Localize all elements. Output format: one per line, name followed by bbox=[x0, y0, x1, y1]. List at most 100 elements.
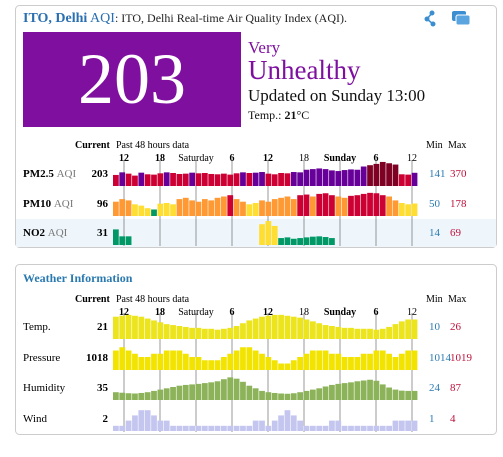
history-bar bbox=[405, 204, 412, 216]
history-bar bbox=[411, 319, 418, 339]
history-bar bbox=[379, 195, 386, 216]
history-bar bbox=[303, 237, 310, 245]
history-bar bbox=[201, 199, 208, 216]
history-bar bbox=[157, 353, 164, 370]
history-bar bbox=[227, 195, 234, 216]
history-bar bbox=[278, 173, 284, 186]
history-bar bbox=[208, 328, 215, 339]
history-bar bbox=[151, 415, 157, 431]
history-bar bbox=[398, 203, 405, 216]
history-bar bbox=[405, 390, 412, 400]
history-bar bbox=[284, 393, 291, 400]
history-bar bbox=[201, 425, 208, 431]
history-bar bbox=[348, 327, 354, 339]
history-bar bbox=[214, 174, 221, 186]
history-bar bbox=[398, 353, 405, 370]
history-bar bbox=[367, 192, 373, 216]
history-bar bbox=[329, 326, 335, 339]
history-bar bbox=[265, 315, 272, 339]
history-bar bbox=[182, 384, 189, 400]
history-bar bbox=[411, 420, 418, 431]
share-icon[interactable] bbox=[424, 10, 436, 27]
col-max: Max bbox=[448, 140, 466, 151]
history-bar bbox=[354, 195, 361, 216]
history-bar bbox=[284, 237, 291, 245]
history-bar bbox=[341, 357, 348, 370]
history-bar bbox=[335, 326, 342, 339]
history-bar bbox=[170, 173, 176, 186]
row-max: 1019 bbox=[450, 352, 473, 364]
row-label: Humidity bbox=[23, 382, 66, 394]
history-bar bbox=[297, 172, 304, 186]
history-bar bbox=[360, 193, 367, 216]
row-min: 50 bbox=[429, 198, 441, 210]
history-bar bbox=[316, 350, 323, 370]
history-bar bbox=[303, 319, 310, 339]
history-bar bbox=[398, 420, 405, 431]
history-bar bbox=[246, 320, 253, 339]
history-bar bbox=[386, 196, 392, 216]
history-bar bbox=[157, 389, 164, 400]
history-bar bbox=[259, 316, 265, 339]
history-bar bbox=[151, 209, 157, 216]
history-bar bbox=[221, 328, 227, 339]
history-bar bbox=[170, 325, 176, 339]
history-bar bbox=[265, 357, 272, 370]
history-bar bbox=[309, 169, 316, 186]
history-bar bbox=[221, 357, 227, 370]
history-bar bbox=[144, 208, 151, 216]
history-bar bbox=[335, 420, 342, 431]
history-bar bbox=[170, 350, 176, 370]
row-label: NO2 AQI bbox=[23, 227, 68, 239]
row-label: Wind bbox=[23, 413, 47, 425]
history-bar bbox=[303, 425, 310, 431]
history-bar bbox=[125, 393, 132, 400]
history-bar bbox=[329, 195, 335, 216]
history-bar bbox=[392, 200, 399, 216]
time-label: Saturday bbox=[178, 307, 214, 318]
row-name: Humidity bbox=[23, 382, 66, 394]
row-name: Pressure bbox=[23, 352, 60, 364]
history-bar bbox=[303, 194, 310, 216]
history-bar bbox=[373, 163, 380, 186]
time-label: 18 bbox=[155, 307, 165, 318]
history-bar bbox=[182, 326, 189, 339]
widget-icon[interactable] bbox=[452, 11, 471, 26]
history-bar bbox=[119, 392, 126, 400]
temp: Temp.: 21°C bbox=[248, 108, 309, 122]
history-bar bbox=[405, 174, 412, 186]
weather-title: Weather Information bbox=[23, 271, 133, 285]
history-bar bbox=[411, 390, 418, 400]
history-bar bbox=[329, 353, 335, 370]
history-bar bbox=[341, 170, 348, 186]
history-bar bbox=[259, 200, 265, 216]
history-bar bbox=[392, 357, 399, 370]
history-bar bbox=[176, 385, 183, 400]
history-bar bbox=[221, 379, 227, 400]
history-bar bbox=[360, 353, 367, 370]
row-label: PM10 AQI bbox=[23, 198, 74, 210]
row-name: NO2 bbox=[23, 227, 46, 239]
history-bar bbox=[208, 173, 215, 186]
aqi-box bbox=[23, 32, 241, 127]
history-bar bbox=[354, 169, 361, 186]
history-bar bbox=[373, 380, 380, 400]
history-bar bbox=[132, 315, 138, 339]
history-bar bbox=[284, 315, 291, 339]
time-label: Saturday bbox=[178, 153, 214, 164]
history-bar bbox=[354, 425, 361, 431]
history-bar bbox=[227, 174, 234, 186]
history-bar bbox=[367, 425, 373, 431]
history-bar bbox=[176, 350, 183, 370]
row-max: 4 bbox=[450, 413, 456, 425]
history-bar bbox=[170, 425, 176, 431]
history-bar bbox=[163, 172, 170, 186]
history-bar bbox=[233, 326, 240, 339]
row-min: 1014 bbox=[429, 352, 452, 364]
history-bar bbox=[259, 353, 265, 370]
history-bar bbox=[195, 357, 202, 370]
station-name[interactable]: ITO, Delhi bbox=[23, 11, 87, 26]
history-bar bbox=[348, 425, 354, 431]
time-label: 6 bbox=[230, 153, 235, 164]
time-label: 6 bbox=[374, 307, 379, 318]
